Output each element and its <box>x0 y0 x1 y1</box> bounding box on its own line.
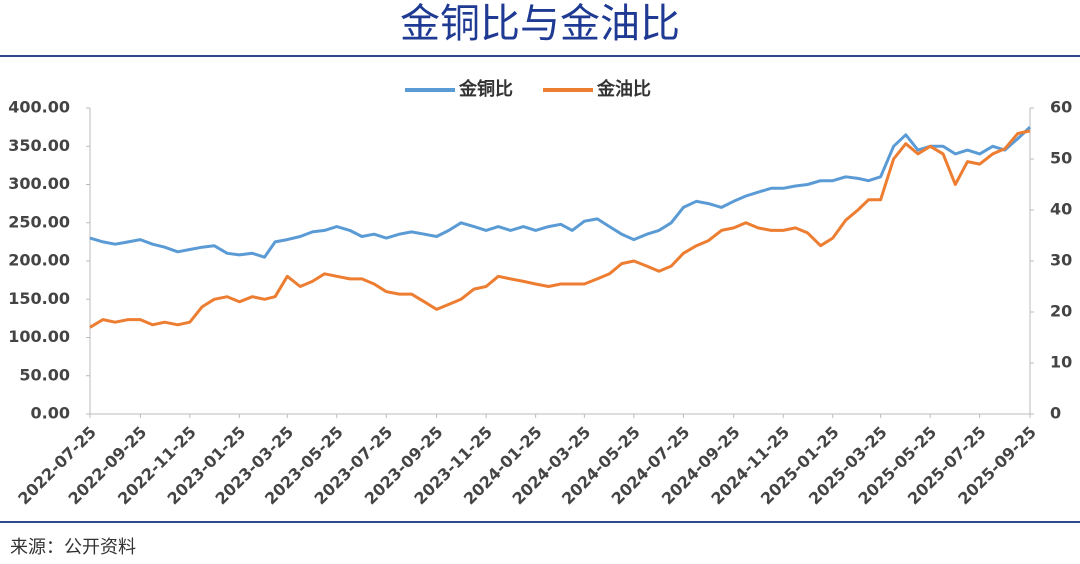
y-tick-label: 250.00 <box>8 212 70 231</box>
legend-label: 金铜比 <box>458 78 513 100</box>
y2-tick-label: 20 <box>1050 302 1072 321</box>
y-tick-label: 0.00 <box>31 404 70 423</box>
series-line <box>89 129 1031 329</box>
source-note: 来源：公开资料 <box>10 537 136 558</box>
y2-tick-label: 30 <box>1050 251 1072 270</box>
y-tick-label: 400.00 <box>8 98 70 117</box>
y-tick-label: 350.00 <box>8 136 70 155</box>
y-tick-label: 200.00 <box>8 251 70 270</box>
y-tick-label: 300.00 <box>8 174 70 193</box>
y2-tick-label: 10 <box>1050 353 1072 372</box>
y-tick-label: 50.00 <box>19 365 70 384</box>
legend-label: 金油比 <box>596 78 651 100</box>
y-tick-label: 100.00 <box>8 327 70 346</box>
y-tick-label: 150.00 <box>8 289 70 308</box>
series-line <box>89 126 1032 259</box>
chart-title: 金铜比与金油比 <box>400 1 680 47</box>
y2-tick-label: 40 <box>1050 200 1072 219</box>
y2-tick-label: 50 <box>1050 149 1072 168</box>
y2-tick-label: 60 <box>1050 98 1072 117</box>
y2-tick-label: 0 <box>1050 404 1061 423</box>
